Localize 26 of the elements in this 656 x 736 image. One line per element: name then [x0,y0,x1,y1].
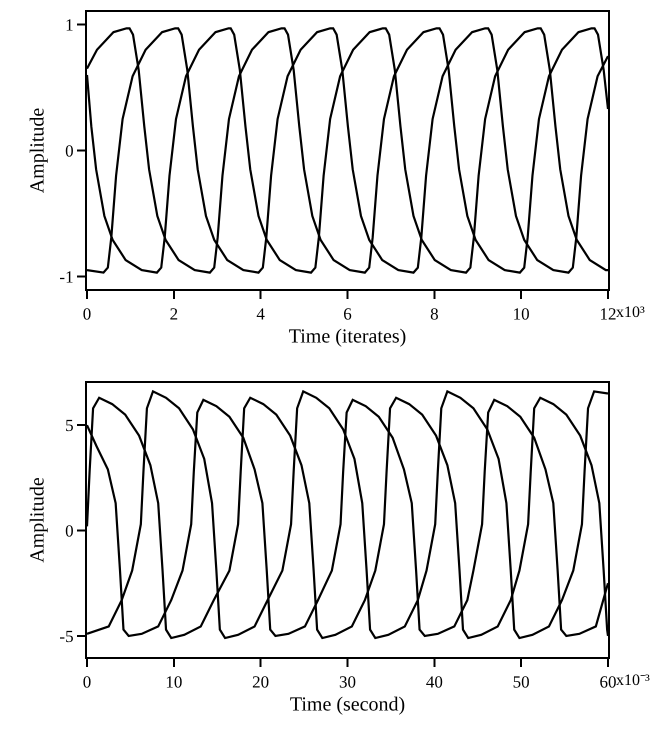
y-axis-title: Amplitude [26,477,48,563]
x-axis-title: Time (iterates) [288,325,406,348]
x-tick-label: 6 [343,304,352,324]
y-tick-label: 0 [65,141,74,160]
x-tick-label: 10 [512,304,530,324]
x-tick-label: 30 [339,672,356,692]
y-tick-label: 5 [65,416,74,436]
x-tick-label: 2 [170,304,178,324]
x-tick-label: 0 [82,304,92,324]
text: x10⁻³ [616,672,650,689]
x-tick-label: 60 [600,672,616,692]
x-tick-label: 0 [82,672,92,692]
x-axis-title: Time (second) [290,693,406,716]
x-tick-label: 4 [256,304,266,324]
y-tick-label: 0 [65,521,74,540]
x-tick-label: 10 [165,672,182,692]
x-tick-label: 20 [252,672,270,692]
y-tick-label: 1 [65,16,74,35]
x-tick-label: 50 [512,672,530,692]
y-tick-label: -1 [59,267,74,286]
x-tick-label: 40 [426,672,443,692]
x-tick-label: 12 [600,304,616,324]
x-tick-label: 8 [430,304,439,324]
y-tick-label: -5 [59,626,74,646]
text: x10³ [616,304,645,321]
y-axis-title: Amplitude [26,108,48,194]
